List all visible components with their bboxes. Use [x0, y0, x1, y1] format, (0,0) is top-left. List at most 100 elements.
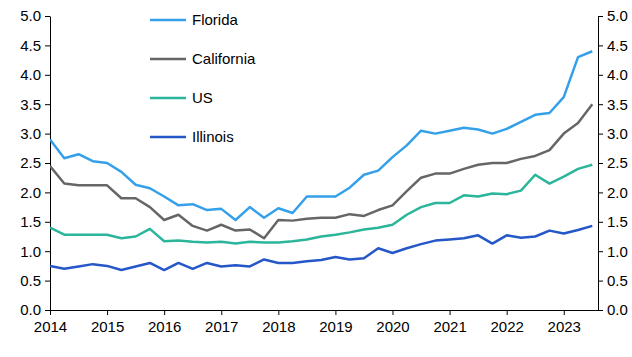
- tick: 2019: [319, 310, 352, 335]
- tick: 0.5: [20, 272, 50, 289]
- tick: 0.0: [598, 301, 628, 318]
- tick-label: 2.5: [20, 154, 41, 171]
- tick: 1.5: [598, 213, 628, 230]
- tick-mark: [598, 134, 603, 135]
- tick: 5.0: [20, 7, 50, 24]
- tick-mark: [45, 16, 50, 17]
- tick: 2.0: [598, 184, 628, 201]
- tick-label: 2.0: [607, 184, 628, 201]
- tick-label: 1.0: [607, 243, 628, 260]
- tick-label: 3.5: [607, 96, 628, 113]
- tick-mark: [45, 75, 50, 76]
- tick-label: 2018: [262, 318, 295, 335]
- tick-label: 4.0: [607, 66, 628, 83]
- tick-mark: [564, 310, 565, 315]
- tick: 4.0: [20, 66, 50, 83]
- tick-label: 1.5: [20, 213, 41, 230]
- tick-mark: [45, 222, 50, 223]
- tick: 2.5: [20, 154, 50, 171]
- tick-label: 5.0: [20, 7, 41, 24]
- tick-mark: [598, 75, 603, 76]
- tick-mark: [278, 310, 279, 315]
- tick-mark: [45, 310, 50, 311]
- tick: 2021: [433, 310, 466, 335]
- tick-mark: [107, 310, 108, 315]
- legend-swatch: [150, 19, 186, 22]
- tick-mark: [221, 310, 222, 315]
- tick-label: 1.5: [607, 213, 628, 230]
- tick: 5.0: [598, 7, 628, 24]
- tick-label: 2.0: [20, 184, 41, 201]
- tick: 2017: [205, 310, 238, 335]
- tick-mark: [45, 192, 50, 193]
- tick-mark: [598, 16, 603, 17]
- plot-area: [50, 51, 592, 270]
- tick-label: 0.5: [20, 272, 41, 289]
- series-line: [50, 51, 592, 220]
- tick: 2020: [376, 310, 409, 335]
- tick: 2023: [548, 310, 581, 335]
- tick-label: 0.0: [20, 301, 41, 318]
- tick: 3.0: [20, 125, 50, 142]
- tick-mark: [598, 192, 603, 193]
- tick-label: 2023: [548, 318, 581, 335]
- tick-mark: [598, 163, 603, 164]
- tick-label: 5.0: [607, 7, 628, 24]
- tick-label: 2017: [205, 318, 238, 335]
- tick: 2.0: [20, 184, 50, 201]
- legend: Florida California US Illinois: [150, 11, 256, 145]
- tick-label: 4.5: [607, 37, 628, 54]
- tick: 2016: [148, 310, 181, 335]
- tick-mark: [450, 310, 451, 315]
- tick-mark: [335, 310, 336, 315]
- legend-swatch: [150, 97, 186, 100]
- legend-label: Illinois: [192, 128, 234, 145]
- tick-mark: [393, 310, 394, 315]
- tick-mark: [45, 251, 50, 252]
- tick-label: 2022: [490, 318, 523, 335]
- tick-label: 0.0: [607, 301, 628, 318]
- legend-swatch: [150, 58, 186, 61]
- tick-mark: [598, 281, 603, 282]
- tick-label: 3.0: [20, 125, 41, 142]
- legend-label: California: [192, 50, 256, 67]
- legend-item: California: [150, 50, 256, 67]
- tick-label: 4.0: [20, 66, 41, 83]
- series-line: [50, 165, 592, 244]
- tick-label: 3.5: [20, 96, 41, 113]
- tick-label: 2.5: [607, 154, 628, 171]
- legend-label: Florida: [192, 11, 239, 28]
- legend-item: US: [150, 89, 213, 106]
- tick-mark: [45, 281, 50, 282]
- y-axis: 0.00.51.01.52.02.53.03.54.04.55.0: [20, 7, 50, 318]
- tick: 4.0: [598, 66, 628, 83]
- tick-mark: [598, 222, 603, 223]
- tick-mark: [45, 45, 50, 46]
- tick: 0.0: [20, 301, 50, 318]
- legend-item: Illinois: [150, 128, 234, 145]
- tick-label: 2016: [148, 318, 181, 335]
- tick: 2018: [262, 310, 295, 335]
- tick-mark: [45, 104, 50, 105]
- tick-mark: [598, 45, 603, 46]
- tick: 4.5: [598, 37, 628, 54]
- legend-item: Florida: [150, 11, 239, 28]
- legend-label: US: [192, 89, 213, 106]
- tick-mark: [45, 134, 50, 135]
- tick: 2015: [91, 310, 124, 335]
- tick-mark: [164, 310, 165, 315]
- chart: 2014201520162017201820192020202120222023…: [0, 0, 632, 357]
- legend-swatch: [150, 136, 186, 139]
- tick-mark: [507, 310, 508, 315]
- tick: 3.5: [598, 96, 628, 113]
- tick-mark: [598, 104, 603, 105]
- tick-mark: [598, 251, 603, 252]
- tick-mark: [598, 310, 603, 311]
- tick-label: 3.0: [607, 125, 628, 142]
- tick-label: 2019: [319, 318, 352, 335]
- y2-axis: 0.00.51.01.52.02.53.03.54.04.55.0: [598, 7, 628, 318]
- tick-label: 1.0: [20, 243, 41, 260]
- x-axis: 2014201520162017201820192020202120222023: [34, 310, 599, 335]
- tick-mark: [50, 310, 51, 315]
- tick: 1.0: [20, 243, 50, 260]
